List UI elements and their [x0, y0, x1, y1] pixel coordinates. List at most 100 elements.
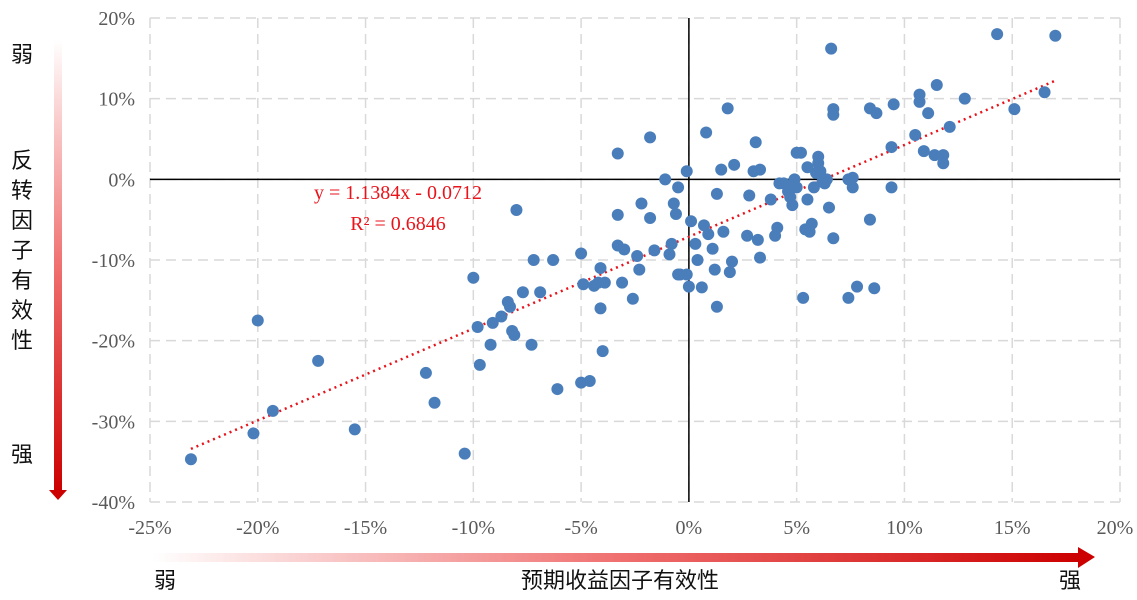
y-axis-title-char: 效 — [11, 299, 33, 324]
data-point — [685, 215, 698, 228]
data-point — [616, 276, 629, 289]
data-point — [691, 254, 704, 266]
y-tick-labels: -40% -30% -20% -10% 0% 10% 20% — [92, 8, 135, 514]
y-axis-title-char: 子 — [11, 239, 33, 264]
zero-axes — [150, 18, 1120, 502]
data-point — [700, 126, 713, 139]
data-point — [749, 136, 762, 149]
data-point — [797, 291, 810, 304]
data-point — [680, 165, 693, 178]
data-point — [665, 237, 678, 250]
data-point — [801, 161, 814, 174]
data-point — [534, 286, 547, 299]
data-point — [594, 302, 607, 315]
data-point — [663, 248, 676, 261]
data-point — [1049, 29, 1062, 42]
data-point — [710, 300, 723, 313]
data-point — [715, 163, 728, 176]
data-point — [743, 189, 756, 202]
data-point — [913, 88, 926, 101]
x-gradient-bar — [152, 553, 1080, 562]
data-point — [508, 329, 521, 342]
x-tick-label: 15% — [994, 517, 1031, 539]
data-point — [633, 263, 646, 276]
data-point — [754, 163, 767, 176]
data-point — [721, 102, 734, 115]
data-point — [527, 254, 540, 266]
data-point — [958, 92, 971, 105]
data-point — [764, 193, 777, 206]
data-point — [486, 316, 499, 329]
data-point — [680, 268, 693, 281]
data-point — [801, 193, 814, 206]
data-point — [458, 447, 471, 460]
y-tick-label: 10% — [98, 89, 135, 111]
x-axis-title: 预期收益因子有效性 — [521, 569, 719, 594]
data-point — [870, 107, 883, 120]
data-point — [708, 263, 721, 276]
data-point — [312, 354, 325, 367]
data-point — [667, 197, 680, 210]
data-point — [885, 181, 898, 194]
data-point — [695, 281, 708, 294]
data-point — [1038, 86, 1051, 99]
y-axis-title-char: 因 — [11, 209, 33, 234]
data-point — [885, 141, 898, 154]
data-point — [814, 165, 827, 178]
trendline-r2: R² = 0.6846 — [350, 213, 446, 235]
y-axis-title-char: 性 — [11, 329, 33, 354]
y-gradient-bar — [54, 40, 62, 492]
x-weak-label: 弱 — [154, 569, 176, 594]
data-point — [1008, 103, 1021, 116]
y-arrow-head — [49, 490, 67, 500]
data-point — [251, 314, 264, 327]
data-point — [516, 286, 529, 299]
data-point — [726, 255, 738, 268]
data-point — [495, 310, 508, 323]
data-point — [659, 173, 672, 186]
data-point — [644, 212, 657, 225]
data-point — [598, 276, 611, 289]
x-tick-label: 5% — [783, 517, 810, 539]
data-point — [184, 453, 197, 466]
data-point — [771, 221, 784, 234]
data-point — [922, 107, 935, 120]
y-axis-title-char: 反 — [11, 149, 33, 174]
data-point — [812, 150, 825, 163]
data-point — [820, 173, 833, 186]
trendline — [190, 79, 1056, 451]
x-arrow-head — [1078, 547, 1095, 568]
data-point — [594, 262, 607, 275]
y-tick-label: -20% — [92, 331, 135, 353]
x-tick-label: 0% — [676, 517, 703, 539]
data-point — [648, 244, 661, 257]
data-point — [672, 181, 685, 194]
data-point — [473, 358, 486, 371]
y-tick-label: 20% — [98, 8, 135, 30]
x-tick-label: -20% — [236, 517, 279, 539]
data-point — [626, 292, 639, 305]
data-point — [547, 254, 560, 266]
data-point — [863, 213, 876, 226]
data-point — [825, 42, 838, 55]
data-point — [723, 266, 736, 279]
data-point — [917, 145, 930, 158]
data-point — [786, 199, 799, 212]
data-point — [611, 208, 624, 221]
data-point — [728, 158, 741, 171]
data-point — [807, 181, 820, 194]
data-point — [577, 278, 590, 291]
y-tick-label: 0% — [108, 169, 135, 191]
data-points — [184, 28, 1062, 466]
data-point — [991, 28, 1004, 41]
data-point — [471, 320, 484, 333]
data-point — [702, 228, 715, 241]
data-point — [631, 249, 644, 262]
trendline-equation: y = 1.1384x - 0.0712 — [314, 182, 482, 204]
data-point — [887, 98, 900, 111]
data-point — [575, 247, 588, 260]
data-point — [669, 208, 682, 221]
data-point — [618, 243, 631, 256]
